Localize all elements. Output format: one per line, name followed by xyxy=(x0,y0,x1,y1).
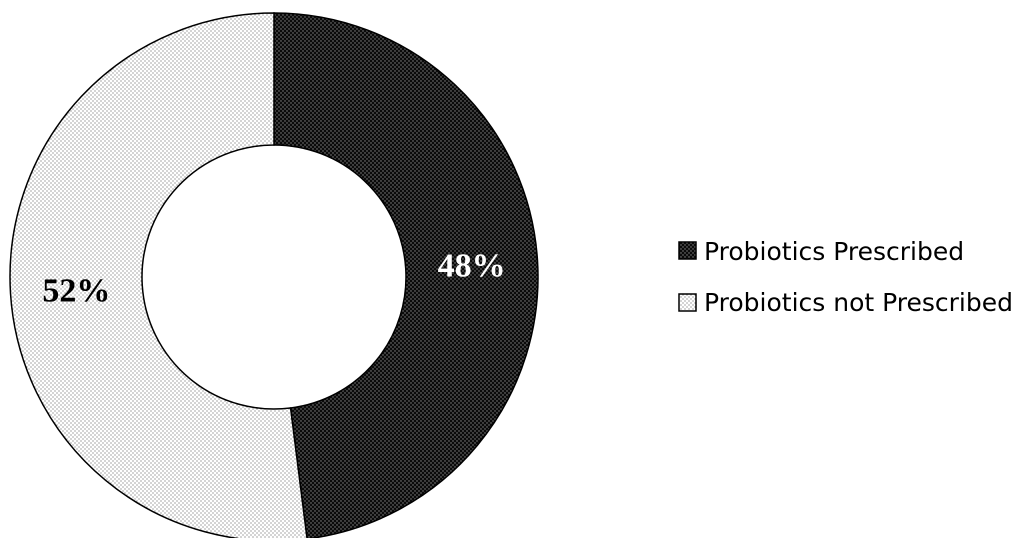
donut-slice-prescribed xyxy=(273,12,539,538)
legend-item-not-prescribed: Probiotics not Prescribed xyxy=(678,288,1013,317)
legend-swatch-not-prescribed xyxy=(678,293,697,312)
legend-label-not-prescribed: Probiotics not Prescribed xyxy=(704,288,1013,317)
slice-label-prescribed: 48% xyxy=(438,248,506,285)
donut-slices xyxy=(9,12,539,538)
legend-label-prescribed: Probiotics Prescribed xyxy=(704,237,964,266)
legend-item-prescribed: Probiotics Prescribed xyxy=(678,237,964,266)
legend: Probiotics Prescribed Probiotics not Pre… xyxy=(678,237,1013,317)
slice-labels: 48% 52% xyxy=(42,248,505,310)
donut-slice-not-prescribed xyxy=(9,12,308,538)
slice-label-not-prescribed: 52% xyxy=(42,272,110,309)
legend-swatch-prescribed xyxy=(678,241,697,260)
